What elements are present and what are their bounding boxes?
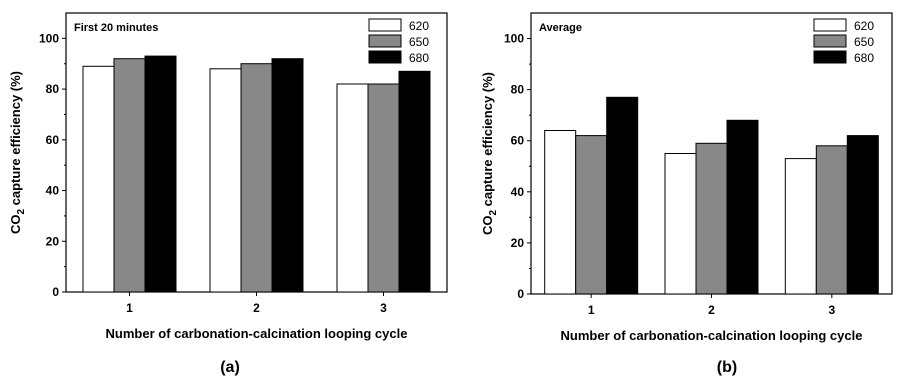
bar-680-cycle-3 [398, 70, 431, 293]
legend-label-680: 680 [854, 51, 874, 65]
bar-680-cycle-1 [606, 96, 639, 295]
y-axis-title: CO2 capture efficiency (%) [8, 71, 27, 234]
bar-620-cycle-1 [82, 65, 115, 293]
bar-650-cycle-1 [575, 135, 608, 295]
bar-650-cycle-2 [695, 142, 728, 295]
bar-620-cycle-2 [209, 68, 242, 293]
y-tick-label: 40 [511, 185, 525, 199]
bar-650-cycle-3 [367, 83, 400, 293]
y-tick-label: 80 [46, 82, 60, 96]
x-tick-label: 3 [380, 301, 387, 315]
bar-680-cycle-2 [726, 119, 759, 295]
bar-650-cycle-1 [113, 58, 146, 293]
y-tick-label: 100 [39, 31, 59, 45]
y-tick-label: 80 [511, 83, 525, 97]
bar-650-cycle-3 [815, 145, 848, 295]
y-tick-label: 40 [46, 184, 60, 198]
legend-swatch-620 [813, 18, 847, 32]
legend-swatch-650 [368, 34, 402, 48]
panel-label: (b) [717, 359, 737, 376]
x-tick-label: 2 [253, 301, 260, 315]
legend-swatch-680 [368, 50, 402, 64]
bar-620-cycle-3 [784, 158, 817, 295]
legend-swatch-650 [813, 34, 847, 48]
y-axis-title: CO2 capture efficiency (%) [480, 72, 499, 235]
x-tick-label: 1 [588, 303, 595, 317]
legend-label-650: 650 [409, 35, 429, 49]
bar-650-cycle-2 [240, 63, 273, 293]
bar-620-cycle-3 [336, 83, 369, 293]
bar-680-cycle-3 [846, 135, 879, 295]
y-tick-label: 60 [46, 133, 60, 147]
y-tick-label: 0 [52, 285, 59, 299]
annotation: Average [539, 22, 582, 34]
bar-620-cycle-2 [664, 153, 697, 295]
annotation: First 20 minutes [74, 22, 158, 34]
bar-680-cycle-1 [144, 55, 177, 293]
x-tick-label: 2 [708, 303, 715, 317]
legend-label-680: 680 [409, 51, 429, 65]
legend-swatch-680 [813, 50, 847, 64]
panel-b: 0 20 40 60 80 100 1 2 3 Average 620 650 680 Number of… [480, 12, 893, 376]
x-tick-label: 3 [828, 303, 835, 317]
x-tick-label: 1 [126, 301, 133, 315]
y-tick-label: 0 [517, 287, 524, 301]
y-tick-label: 60 [511, 134, 525, 148]
bar-620-cycle-1 [544, 130, 577, 295]
bar-680-cycle-2 [271, 58, 304, 293]
y-tick-label: 20 [511, 236, 525, 250]
panel-label: (a) [220, 359, 240, 376]
y-tick-label: 20 [46, 234, 60, 248]
y-tick-label: 100 [504, 32, 524, 46]
legend-label-620: 620 [409, 19, 429, 33]
legend-swatch-620 [368, 18, 402, 32]
x-axis-title: Number of carbonation-calcination loopin… [106, 326, 408, 341]
legend-label-650: 650 [854, 35, 874, 49]
legend-label-620: 620 [854, 19, 874, 33]
panel-a: 0 20 40 60 80 100 1 2 3 First 20 minutes 620 650 680… [8, 12, 448, 376]
x-axis-title: Number of carbonation-calcination loopin… [561, 328, 863, 343]
